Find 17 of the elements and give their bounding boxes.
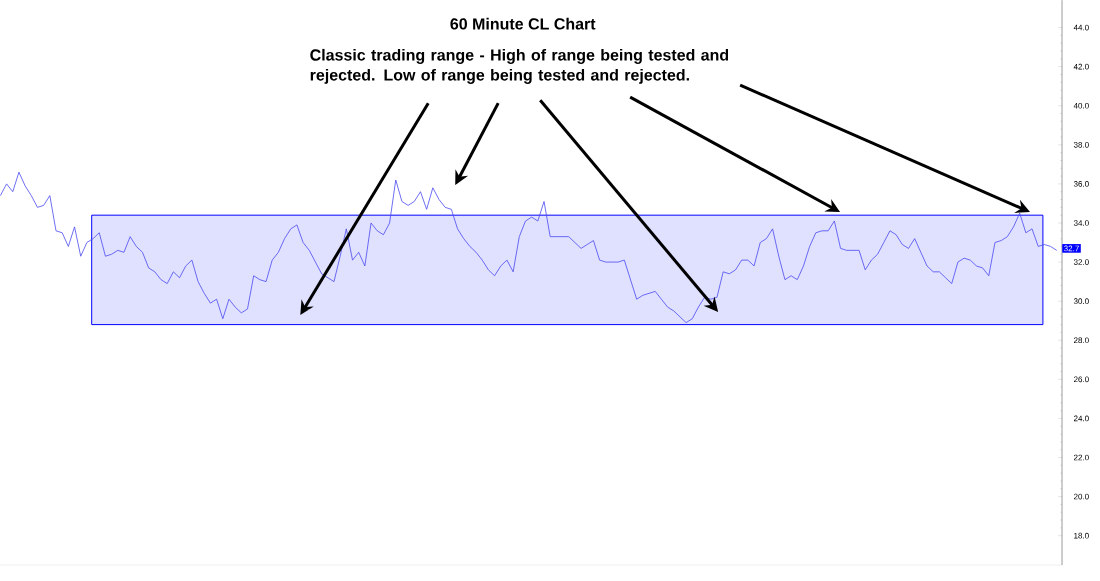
y-tick-label: 30.0 — [1073, 298, 1089, 305]
y-tick-label: 38.0 — [1073, 142, 1089, 148]
y-tick-label: 32.0 — [1073, 259, 1089, 266]
y-tick-label: 18.0 — [1074, 533, 1089, 539]
y-tick-label: 34.0 — [1073, 220, 1089, 226]
y-tick-label: 42.0 — [1073, 64, 1089, 70]
y-tick-label: 40.0 — [1073, 103, 1089, 109]
y-tick-label: 20.0 — [1073, 493, 1089, 500]
y-tick-label: 24.0 — [1073, 415, 1089, 422]
annotation: 32.7 — [1064, 245, 1079, 252]
y-tick-label: 36.0 — [1073, 181, 1089, 187]
y-tick-label: 44.0 — [1073, 24, 1089, 31]
annotation: Classic trading range - High of range being tested and rejected. Low of range being tested and rejected. — [310, 49, 729, 85]
y-tick-label: 26.0 — [1073, 376, 1089, 383]
text: 60 Minute CL Chart — [450, 18, 596, 30]
y-tick-label: 22.0 — [1073, 454, 1089, 461]
y-tick-label: 28.0 — [1073, 337, 1089, 344]
